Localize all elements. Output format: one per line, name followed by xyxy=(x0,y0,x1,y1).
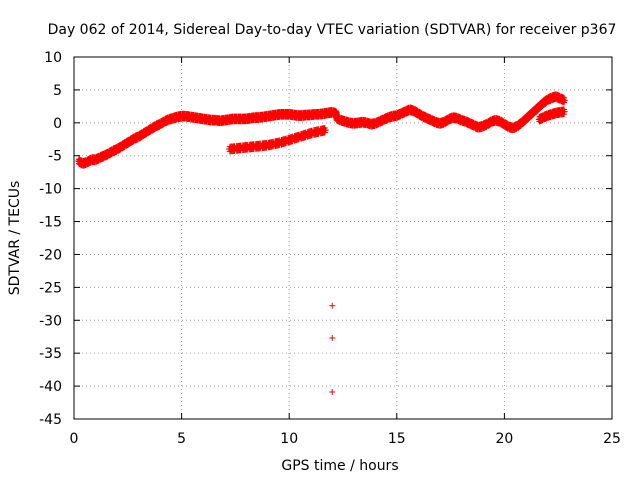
outlier-point xyxy=(329,389,336,396)
plot-frame xyxy=(73,56,613,420)
y-tick-label: -40 xyxy=(39,379,62,395)
y-tick-label: 0 xyxy=(53,116,62,132)
y-tick-label: -5 xyxy=(48,149,62,165)
series-outliers xyxy=(329,302,336,396)
y-tick-label: -20 xyxy=(39,247,62,263)
x-axis-title: GPS time / hours xyxy=(281,458,398,474)
y-tick-labels: 10 5 0 -5 -10 -15 -20 -25 -30 -35 -40 -45 xyxy=(39,50,62,428)
x-tick-label: 10 xyxy=(280,431,298,447)
x-tick-labels: 0 5 10 15 20 25 xyxy=(70,431,621,447)
data-point xyxy=(321,129,328,136)
x-tick-label: 5 xyxy=(177,431,186,447)
data-points xyxy=(75,91,568,396)
x-tick-label: 25 xyxy=(603,431,621,447)
outlier-point xyxy=(329,302,336,309)
y-tick-label: -15 xyxy=(39,215,62,231)
y-axis-title: SDTVAR / TECUs xyxy=(7,181,23,296)
series-lower-track xyxy=(225,124,329,155)
y-tick-label: -35 xyxy=(39,346,62,362)
y-tick-label: -10 xyxy=(39,182,62,198)
y-tick-label: 5 xyxy=(53,83,62,99)
grid xyxy=(74,57,612,419)
y-tick-label: -45 xyxy=(39,412,62,428)
outlier-point xyxy=(329,335,336,342)
x-tick-label: 15 xyxy=(388,431,406,447)
y-tick-label: 10 xyxy=(44,50,62,66)
chart-title: Day 062 of 2014, Sidereal Day-to-day VTE… xyxy=(48,22,617,38)
series-main-band xyxy=(75,91,568,169)
data-point xyxy=(561,99,568,106)
axis-ticks xyxy=(73,56,613,420)
x-tick-label: 0 xyxy=(70,431,79,447)
x-tick-label: 20 xyxy=(495,431,513,447)
y-tick-label: -25 xyxy=(39,280,62,296)
y-tick-label: -30 xyxy=(39,313,62,329)
data-point xyxy=(561,111,568,118)
